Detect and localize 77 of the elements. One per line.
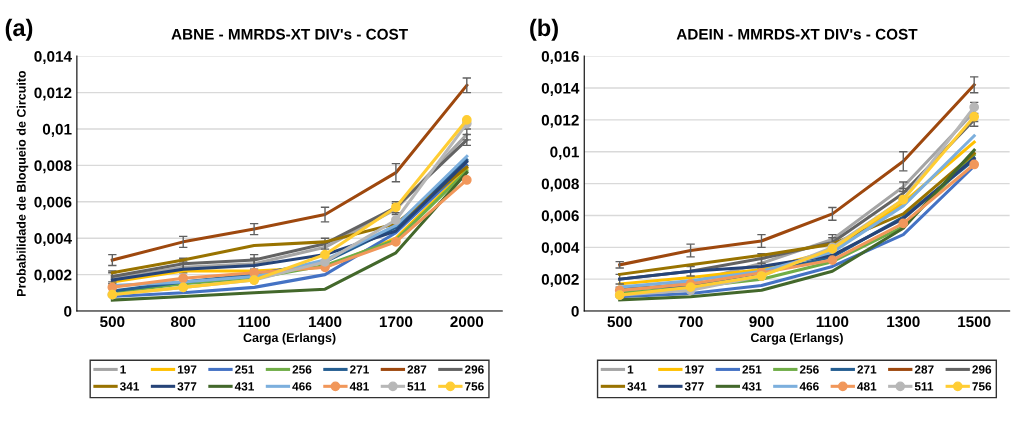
legend-label: 481	[857, 382, 877, 391]
y-tick-label: 0,002	[34, 269, 72, 283]
legend-label: 296	[464, 365, 484, 374]
y-tick-label: 0,016	[541, 51, 579, 65]
legend-label: 256	[292, 365, 312, 374]
x-tick-label: 800	[170, 316, 196, 328]
y-tick-label: 0,008	[34, 160, 72, 174]
point	[178, 273, 189, 284]
y-axis-title: Probabilidade de Bloqueio de Circuito	[16, 70, 29, 296]
legend-label: 197	[685, 365, 704, 374]
chart-title: ABNE - MMRDS-XT DIV's - COST	[171, 28, 408, 40]
legend-label: 756	[972, 382, 992, 391]
y-tick-label: 0,01	[42, 123, 72, 137]
legend-label: 511	[407, 382, 426, 391]
point	[969, 102, 980, 112]
point	[461, 175, 472, 185]
point	[391, 236, 401, 247]
point	[898, 218, 909, 229]
x-tick-label: 900	[749, 316, 774, 328]
y-tick-label: 0,014	[541, 82, 580, 96]
x-tick-label: 1400	[308, 316, 342, 328]
y-tick-label: 0,004	[34, 233, 72, 247]
text: (a)	[5, 18, 33, 41]
y-tick-label: 0,008	[541, 178, 579, 192]
x-axis-title: Carga (Erlangs)	[243, 332, 336, 345]
legend-label: 1	[627, 365, 634, 374]
legend-label: 296	[972, 365, 992, 374]
legend-label: 431	[234, 382, 255, 391]
line-series	[618, 83, 976, 267]
y-tick-label: 0,002	[541, 274, 579, 288]
legend-label: 1	[120, 365, 126, 374]
legend-label: 466	[799, 382, 819, 391]
x-tick-label: 700	[678, 316, 703, 328]
legend-label: 511	[914, 382, 934, 391]
y-tick-label: 0	[571, 305, 579, 317]
legend-label: 287	[407, 365, 427, 374]
legend-label: 256	[799, 365, 819, 374]
point	[320, 249, 330, 260]
legend-label: 287	[914, 365, 934, 374]
x-tick-label: 1300	[887, 316, 920, 328]
legend-label: 271	[349, 365, 369, 374]
legend-label: 466	[292, 382, 312, 391]
y-tick-label: 0,006	[541, 210, 579, 224]
x-tick-label: 500	[607, 316, 632, 328]
x-tick-label: 1100	[816, 316, 849, 328]
x-tick-label: 1100	[238, 316, 271, 328]
line-series	[110, 83, 469, 262]
y-tick-label: 0,01	[550, 146, 579, 160]
text: (b)	[530, 18, 558, 41]
point	[461, 115, 472, 125]
legend-label: 341	[627, 382, 647, 391]
x-tick-label: 500	[100, 316, 125, 328]
legend-label: 197	[177, 365, 197, 374]
y-tick-label: 0	[64, 305, 72, 317]
point	[391, 215, 401, 225]
legend-label: 431	[742, 382, 762, 391]
legend-label: 251	[742, 365, 762, 374]
legend-label: 481	[349, 382, 369, 391]
x-tick-label: 2000	[450, 316, 484, 328]
legend-label: 377	[177, 382, 197, 391]
legend-label: 756	[465, 382, 484, 391]
y-tick-label: 0,004	[541, 242, 580, 256]
chart-title: ADEIN - MMRDS-XT DIV's - COST	[676, 28, 918, 40]
x-tick-label: 1700	[379, 316, 413, 328]
legend-label: 271	[857, 365, 877, 374]
y-tick-label: 0,006	[34, 196, 72, 210]
legend-label: 251	[235, 365, 255, 374]
y-tick-label: 0,012	[541, 114, 579, 128]
point	[969, 111, 980, 122]
y-tick-label: 0,014	[34, 51, 72, 65]
y-tick-label: 0,012	[34, 87, 72, 101]
legend-label: 377	[684, 382, 704, 391]
point	[827, 255, 838, 265]
x-axis-title: Carga (Erlangs)	[750, 332, 843, 345]
point	[969, 159, 980, 170]
legend-label: 341	[119, 382, 140, 391]
x-tick-label: 1500	[958, 316, 991, 328]
